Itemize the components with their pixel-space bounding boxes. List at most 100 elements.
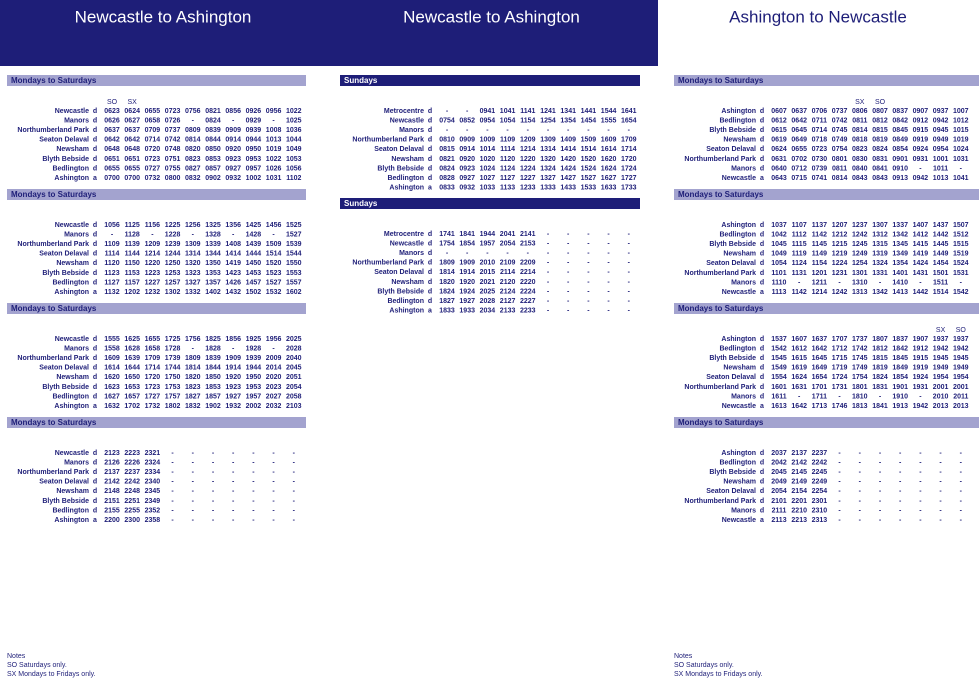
departure-time: 0711 <box>812 117 827 124</box>
departure-time: 1942 <box>913 403 929 410</box>
departure-time: - <box>899 488 902 495</box>
departure-time: 0751 <box>165 156 181 163</box>
departure-time: 1201 <box>812 270 828 277</box>
departure-time: 2010 <box>933 393 949 400</box>
departure-time: - <box>272 231 275 238</box>
departure-time: 2011 <box>953 393 968 400</box>
departure-time: 1409 <box>560 137 576 144</box>
departure-time: - <box>212 517 215 524</box>
departure-time: 1353 <box>205 270 221 277</box>
departure-time: 1525 <box>286 222 302 229</box>
departure-time: 0742 <box>165 137 181 144</box>
departure-time: - <box>587 279 590 286</box>
departure-time: - <box>466 250 469 257</box>
stop-code: d <box>93 355 97 362</box>
departure-time: - <box>607 298 610 305</box>
departure-time: 0840 <box>852 165 868 172</box>
departure-time: 2313 <box>812 517 828 524</box>
departure-time: 1002 <box>246 175 262 182</box>
departure-time: 0924 <box>913 146 929 153</box>
departure-time: - <box>587 288 590 295</box>
departure-time: 2349 <box>145 498 161 505</box>
departure-time: 1809 <box>185 355 201 362</box>
departure-time: 1354 <box>892 260 908 267</box>
departure-time: 1527 <box>581 175 597 182</box>
departure-time: - <box>171 498 174 505</box>
departure-time: 1649 <box>812 365 828 372</box>
departure-time: 1557 <box>286 279 302 286</box>
stop-name: Newcastle <box>722 289 756 296</box>
departure-time: 0814 <box>185 137 201 144</box>
departure-time: - <box>879 469 882 476</box>
departure-time: 1724 <box>621 165 637 172</box>
departure-time: 1209 <box>520 137 536 144</box>
departure-time: - <box>919 469 922 476</box>
departure-time: 2220 <box>520 279 536 286</box>
departure-time: 2209 <box>520 260 536 267</box>
departure-time: 0823 <box>185 156 201 163</box>
departure-time: 1757 <box>165 393 181 400</box>
departure-time: 1153 <box>125 270 140 277</box>
departure-time: 2009 <box>266 355 282 362</box>
stop-name: Northumberland Park <box>17 355 89 362</box>
stop-name: Newsham <box>723 479 756 486</box>
departure-time: 1054 <box>500 117 516 124</box>
departure-time: - <box>212 498 215 505</box>
departure-time: 2242 <box>812 459 828 466</box>
departure-time: 1727 <box>145 393 161 400</box>
stop-name: Ashington <box>54 289 89 296</box>
departure-time: - <box>899 469 902 476</box>
departure-time: 0709 <box>145 127 161 134</box>
departure-time: - <box>628 260 631 267</box>
section-band <box>7 189 306 200</box>
departure-time: - <box>838 469 841 476</box>
departure-time: - <box>960 450 963 457</box>
departure-time: 1120 <box>500 156 515 163</box>
departure-time: - <box>171 459 174 466</box>
stop-code: d <box>93 498 97 505</box>
stop-code: d <box>93 345 97 352</box>
departure-time: - <box>547 127 550 134</box>
departure-time: 1114 <box>500 146 515 153</box>
departure-time: 1233 <box>520 185 536 192</box>
departure-time: 1642 <box>791 403 807 410</box>
departure-time: 1609 <box>601 137 617 144</box>
departure-time: 0607 <box>771 108 787 115</box>
departure-time: 1319 <box>872 251 888 258</box>
departure-time: - <box>192 469 195 476</box>
departure-time: 0615 <box>771 127 787 134</box>
departure-time: 1424 <box>913 260 929 267</box>
departure-time: 1433 <box>560 185 576 192</box>
departure-time: 1920 <box>225 374 241 381</box>
departure-time: 1653 <box>124 384 140 391</box>
departure-time: - <box>293 488 296 495</box>
stop-code: d <box>428 137 432 144</box>
departure-time: - <box>859 488 862 495</box>
departure-time: 1853 <box>205 384 221 391</box>
stop-name: Ashington <box>721 336 756 343</box>
departure-time: 1702 <box>124 403 140 410</box>
departure-time: 1902 <box>205 403 221 410</box>
departure-time: 1310 <box>852 279 868 286</box>
departure-time: 1349 <box>892 251 908 258</box>
departure-time: - <box>939 479 942 486</box>
departure-time: 1450 <box>246 260 262 267</box>
departure-time: 1550 <box>286 260 302 267</box>
departure-time: 1820 <box>185 374 201 381</box>
departure-time: 1631 <box>791 384 807 391</box>
stop-code: d <box>760 336 764 343</box>
departure-time: 0655 <box>124 165 140 172</box>
departure-time: 1549 <box>771 365 787 372</box>
departure-time: 1223 <box>145 270 161 277</box>
departure-time: - <box>628 231 631 238</box>
stop-code: d <box>760 469 764 476</box>
departure-time: 0853 <box>205 156 221 163</box>
departure-time: 1225 <box>165 222 181 229</box>
departure-time: 1224 <box>520 165 536 172</box>
departure-time: 1937 <box>933 336 949 343</box>
departure-time: 1657 <box>124 393 140 400</box>
stop-code: d <box>760 117 764 124</box>
departure-time: 1802 <box>165 403 181 410</box>
departure-time: 1141 <box>520 108 535 115</box>
stop-name: Ashington <box>389 308 424 315</box>
